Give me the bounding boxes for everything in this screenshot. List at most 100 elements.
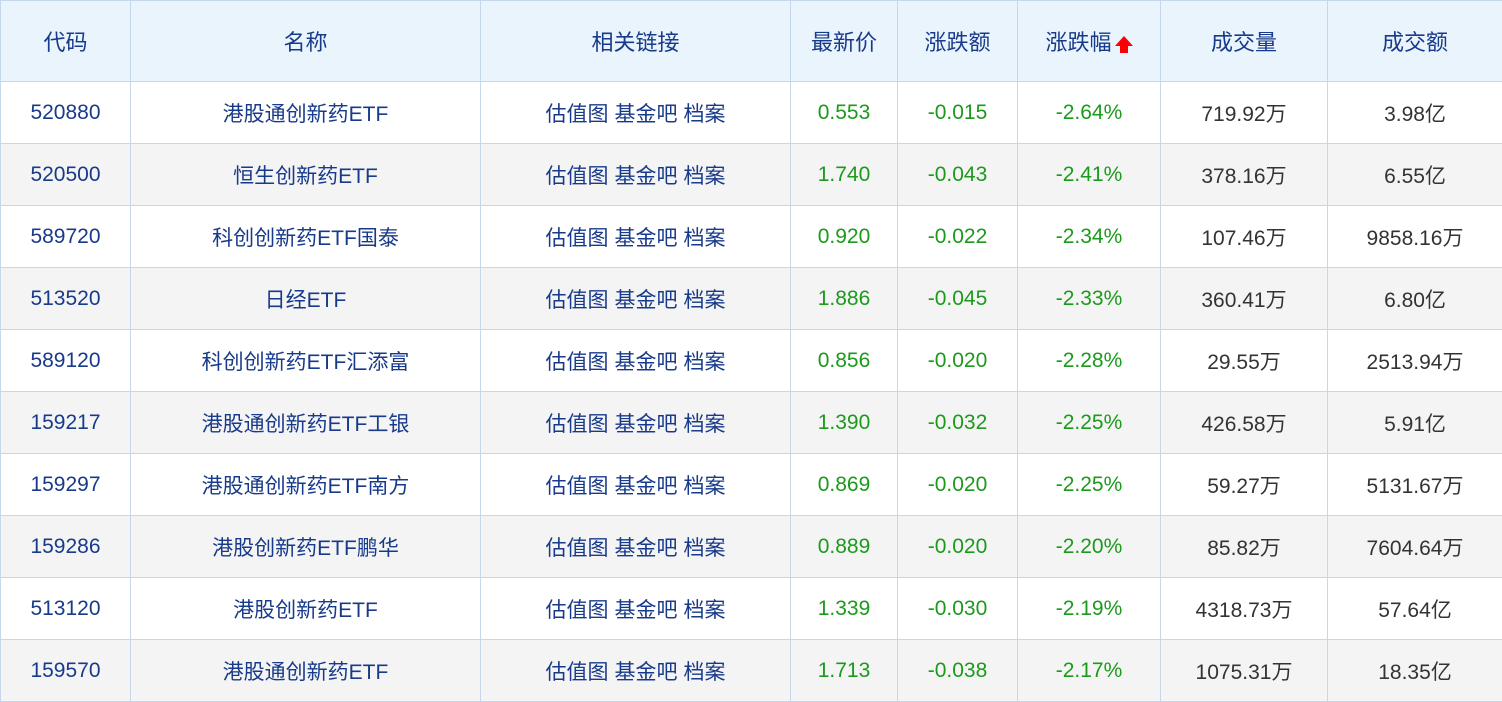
valuation-chart-link[interactable]: 估值图	[545, 536, 609, 560]
profile-link[interactable]: 档案	[683, 102, 726, 126]
code-link[interactable]: 520880	[0, 81, 131, 144]
volume: 426.58万	[1160, 391, 1328, 454]
header-change[interactable]: 涨跌额	[897, 0, 1018, 82]
related-links: 估值图 基金吧 档案	[480, 267, 791, 330]
name-link[interactable]: 港股创新药ETF	[130, 577, 481, 640]
header-pct[interactable]: 涨跌幅	[1017, 0, 1161, 82]
header-code[interactable]: 代码	[0, 0, 131, 82]
name-link[interactable]: 科创创新药ETF汇添富	[130, 329, 481, 392]
code-link[interactable]: 159217	[0, 391, 131, 454]
price: 1.390	[790, 391, 898, 454]
change-pct: -2.25%	[1017, 453, 1161, 516]
profile-link[interactable]: 档案	[683, 350, 726, 374]
price: 0.920	[790, 205, 898, 268]
volume: 360.41万	[1160, 267, 1328, 330]
code-link[interactable]: 513120	[0, 577, 131, 640]
related-links: 估值图 基金吧 档案	[480, 453, 791, 516]
valuation-chart-link[interactable]: 估值图	[545, 288, 609, 312]
related-links: 估值图 基金吧 档案	[480, 515, 791, 578]
change-pct: -2.20%	[1017, 515, 1161, 578]
name-link[interactable]: 日经ETF	[130, 267, 481, 330]
name-link[interactable]: 科创创新药ETF国泰	[130, 205, 481, 268]
table-row: 520880 港股通创新药ETF 估值图 基金吧 档案 0.553 -0.015 -2.64%…	[0, 81, 1502, 144]
change-pct: -2.41%	[1017, 143, 1161, 206]
price: 0.889	[790, 515, 898, 578]
header-volume[interactable]: 成交量	[1160, 0, 1328, 82]
code-link[interactable]: 589720	[0, 205, 131, 268]
change-pct: -2.17%	[1017, 639, 1161, 702]
change-pct: -2.25%	[1017, 391, 1161, 454]
fund-forum-link[interactable]: 基金吧	[614, 288, 678, 312]
profile-link[interactable]: 档案	[683, 660, 726, 684]
amount: 18.35亿	[1327, 639, 1502, 702]
amount: 5.91亿	[1327, 391, 1502, 454]
fund-forum-link[interactable]: 基金吧	[614, 536, 678, 560]
header-amount[interactable]: 成交额	[1327, 0, 1502, 82]
volume: 107.46万	[1160, 205, 1328, 268]
profile-link[interactable]: 档案	[683, 598, 726, 622]
change: -0.022	[897, 205, 1018, 268]
table-row: 513120 港股创新药ETF 估值图 基金吧 档案 1.339 -0.030 -2.19% 4…	[0, 577, 1502, 640]
name-link[interactable]: 港股通创新药ETF工银	[130, 391, 481, 454]
change: -0.032	[897, 391, 1018, 454]
volume: 59.27万	[1160, 453, 1328, 516]
profile-link[interactable]: 档案	[683, 474, 726, 498]
amount: 5131.67万	[1327, 453, 1502, 516]
valuation-chart-link[interactable]: 估值图	[545, 660, 609, 684]
valuation-chart-link[interactable]: 估值图	[545, 474, 609, 498]
change-pct: -2.19%	[1017, 577, 1161, 640]
arrow-up-icon[interactable]	[1114, 36, 1133, 53]
related-links: 估值图 基金吧 档案	[480, 639, 791, 702]
code-link[interactable]: 520500	[0, 143, 131, 206]
valuation-chart-link[interactable]: 估值图	[545, 102, 609, 126]
code-link[interactable]: 159297	[0, 453, 131, 516]
code-link[interactable]: 589120	[0, 329, 131, 392]
table-row: 520500 恒生创新药ETF 估值图 基金吧 档案 1.740 -0.043 -2.41% 3…	[0, 143, 1502, 206]
valuation-chart-link[interactable]: 估值图	[545, 226, 609, 250]
table-row: 589120 科创创新药ETF汇添富 估值图 基金吧 档案 0.856 -0.020 -2.2…	[0, 329, 1502, 392]
profile-link[interactable]: 档案	[683, 164, 726, 188]
profile-link[interactable]: 档案	[683, 536, 726, 560]
related-links: 估值图 基金吧 档案	[480, 143, 791, 206]
valuation-chart-link[interactable]: 估值图	[545, 598, 609, 622]
change: -0.038	[897, 639, 1018, 702]
volume: 719.92万	[1160, 81, 1328, 144]
amount: 2513.94万	[1327, 329, 1502, 392]
fund-forum-link[interactable]: 基金吧	[614, 474, 678, 498]
profile-link[interactable]: 档案	[683, 412, 726, 436]
table-row: 159297 港股通创新药ETF南方 估值图 基金吧 档案 0.869 -0.020 -2.2…	[0, 453, 1502, 516]
fund-forum-link[interactable]: 基金吧	[614, 598, 678, 622]
name-link[interactable]: 恒生创新药ETF	[130, 143, 481, 206]
fund-forum-link[interactable]: 基金吧	[614, 350, 678, 374]
amount: 6.80亿	[1327, 267, 1502, 330]
fund-forum-link[interactable]: 基金吧	[614, 660, 678, 684]
fund-forum-link[interactable]: 基金吧	[614, 412, 678, 436]
fund-forum-link[interactable]: 基金吧	[614, 226, 678, 250]
price: 1.886	[790, 267, 898, 330]
code-link[interactable]: 159286	[0, 515, 131, 578]
name-link[interactable]: 港股通创新药ETF	[130, 639, 481, 702]
valuation-chart-link[interactable]: 估值图	[545, 164, 609, 188]
header-name[interactable]: 名称	[130, 0, 481, 82]
related-links: 估值图 基金吧 档案	[480, 329, 791, 392]
code-link[interactable]: 513520	[0, 267, 131, 330]
valuation-chart-link[interactable]: 估值图	[545, 350, 609, 374]
profile-link[interactable]: 档案	[683, 226, 726, 250]
name-link[interactable]: 港股创新药ETF鹏华	[130, 515, 481, 578]
code-link[interactable]: 159570	[0, 639, 131, 702]
price: 0.869	[790, 453, 898, 516]
change-pct: -2.28%	[1017, 329, 1161, 392]
name-link[interactable]: 港股通创新药ETF南方	[130, 453, 481, 516]
fund-forum-link[interactable]: 基金吧	[614, 164, 678, 188]
valuation-chart-link[interactable]: 估值图	[545, 412, 609, 436]
related-links: 估值图 基金吧 档案	[480, 391, 791, 454]
change-pct: -2.33%	[1017, 267, 1161, 330]
name-link[interactable]: 港股通创新药ETF	[130, 81, 481, 144]
header-price[interactable]: 最新价	[790, 0, 898, 82]
change: -0.030	[897, 577, 1018, 640]
volume: 4318.73万	[1160, 577, 1328, 640]
profile-link[interactable]: 档案	[683, 288, 726, 312]
amount: 7604.64万	[1327, 515, 1502, 578]
fund-forum-link[interactable]: 基金吧	[614, 102, 678, 126]
